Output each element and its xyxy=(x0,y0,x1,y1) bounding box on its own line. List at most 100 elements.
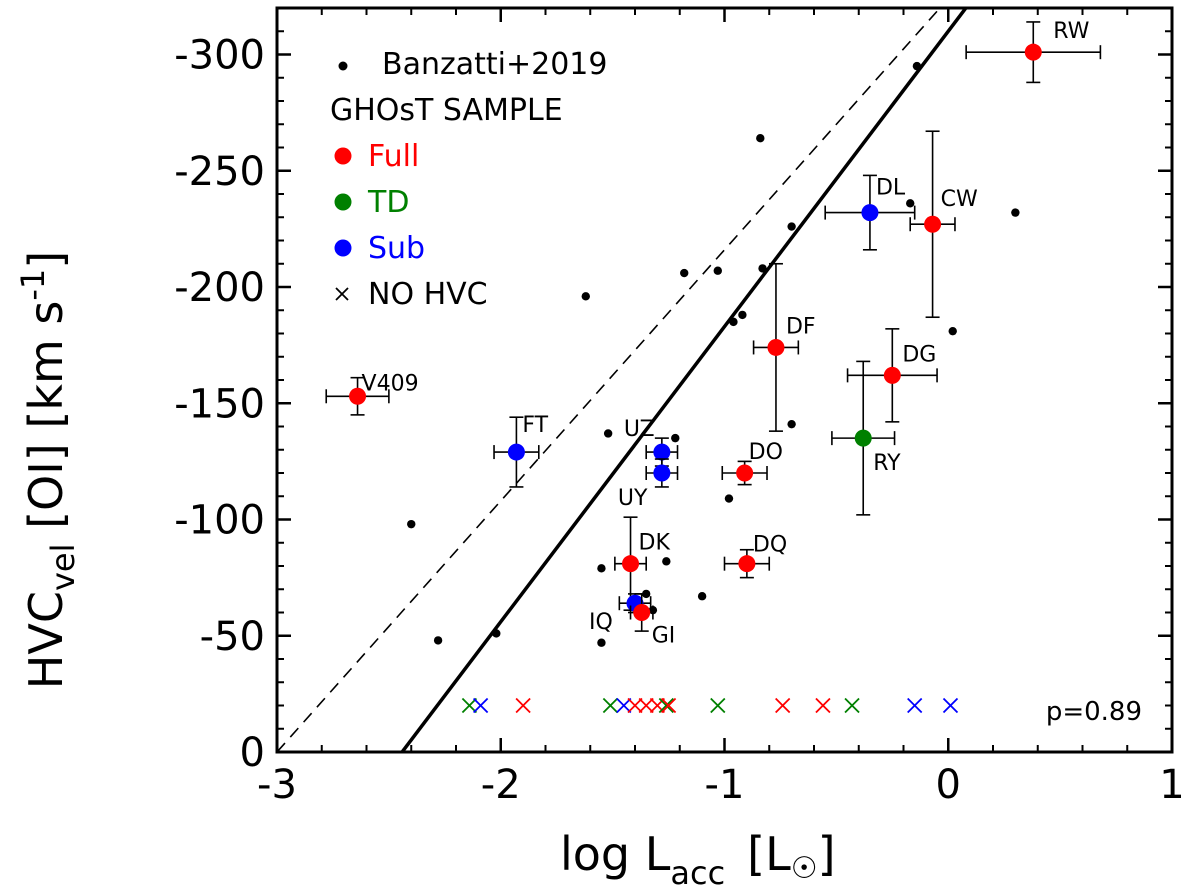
no-hvc-cross xyxy=(710,697,726,714)
point-label: RW xyxy=(1053,19,1089,44)
no-hvc-cross-stroke xyxy=(658,697,674,714)
no-hvc-cross-stroke xyxy=(844,697,860,714)
point-label: DK xyxy=(639,531,671,556)
fit-line-solid xyxy=(399,8,969,752)
fit-lines xyxy=(277,8,969,752)
point-label: DG xyxy=(902,342,936,367)
banzatti-point xyxy=(662,557,671,566)
x-axis-title-close: ] xyxy=(818,827,836,881)
ghost-point-dq: DQ xyxy=(723,533,787,579)
no-hvc-cross xyxy=(907,697,923,714)
legend-label: TD xyxy=(367,185,409,220)
ghost-point-ry: RY xyxy=(831,360,901,516)
point-label: RY xyxy=(873,451,901,476)
banzatti-point xyxy=(1011,208,1020,217)
ghost-point-ft: FT xyxy=(493,413,549,488)
ghost-marker xyxy=(622,555,640,573)
no-hvc-cross-stroke xyxy=(907,697,923,714)
y-tick-label: -250 xyxy=(174,149,265,195)
banzatti-point xyxy=(433,636,443,645)
no-hvc-cross-stroke xyxy=(602,697,619,714)
banzatti-point xyxy=(787,222,796,231)
p-value-annotation: p=0.89 xyxy=(1046,697,1142,727)
banzatti-point xyxy=(407,519,416,529)
no-hvc-cross xyxy=(660,697,677,714)
ghost-point-df: DF xyxy=(752,262,816,432)
banzatti-point xyxy=(758,264,767,273)
point-label: IQ xyxy=(589,610,613,635)
x-axis-title-unit: [L xyxy=(747,827,791,881)
banzatti-point xyxy=(597,638,606,647)
point-label: V409 xyxy=(362,371,419,396)
point-label: UZ xyxy=(624,417,655,442)
y-axis-title-rest: [OI] [km s xyxy=(19,301,73,544)
ghost-point-dk: DK xyxy=(614,516,671,611)
legend-label: Banzatti+2019 xyxy=(382,47,607,82)
no-hvc-cross xyxy=(472,697,489,714)
x-tick-label: -2 xyxy=(481,762,521,808)
ghost-marker xyxy=(349,387,367,405)
y-axis-title-sup: -1 xyxy=(14,269,52,301)
point-label: DO xyxy=(749,440,783,465)
banzatti-point xyxy=(603,429,613,438)
y-tick-label: -50 xyxy=(200,614,265,660)
no-hvc-cross-stroke xyxy=(942,697,959,714)
banzatti-point xyxy=(697,592,707,601)
banzatti-point xyxy=(729,317,738,327)
x-tick-label: 1 xyxy=(1159,762,1184,808)
y-axis-title: HVCvel [OI] [km s-1] xyxy=(14,251,82,689)
no-hvc-cross xyxy=(658,697,674,714)
ghost-point-dg: DG xyxy=(846,328,938,423)
x-axis-title: log Lacc [L☉] xyxy=(560,827,836,892)
legend-cross-marker xyxy=(335,287,349,301)
no-hvc-cross-stroke xyxy=(616,697,632,714)
ghost-marker xyxy=(736,464,754,482)
ghost-marker xyxy=(653,443,671,461)
point-label: DL xyxy=(876,176,906,201)
ghost-marker xyxy=(861,204,879,222)
ghost-marker xyxy=(1024,43,1042,61)
no-hvc-cross-stroke xyxy=(638,697,654,714)
ghost-marker xyxy=(924,215,942,233)
legend-dot-marker xyxy=(338,61,348,71)
ghost-point-uy: UY xyxy=(618,458,679,511)
point-label: CW xyxy=(941,187,978,212)
x-tick-label: -3 xyxy=(257,762,297,808)
ghost-marker xyxy=(883,366,901,384)
no-hvc-cross-stroke xyxy=(627,697,643,714)
no-hvc-cross-stroke xyxy=(815,697,831,714)
no-hvc-cross xyxy=(638,697,654,714)
legend-label: GHOsT SAMPLE xyxy=(330,93,563,128)
no-hvc-cross xyxy=(942,697,959,714)
ghost-marker xyxy=(633,604,651,621)
ghost-marker xyxy=(653,464,671,482)
point-label: GI xyxy=(652,624,676,649)
legend-label: Full xyxy=(368,139,419,174)
ghost-point-uz: UZ xyxy=(624,417,679,467)
banzatti-point xyxy=(906,199,915,208)
y-axis-title-close: ] xyxy=(19,251,73,269)
legend-label: Sub xyxy=(368,231,425,266)
banzatti-point xyxy=(738,310,747,320)
no-hvc-cross xyxy=(602,697,619,714)
legend: Banzatti+2019 GHOsT SAMPLE Full TD Sub NO HVC xyxy=(330,47,607,312)
point-label: DF xyxy=(786,314,816,339)
fit-line-dashed xyxy=(277,8,942,752)
y-tick-label: -150 xyxy=(174,381,265,427)
x-tick-label: -1 xyxy=(705,762,745,808)
ghost-point-rw: RW xyxy=(965,19,1102,84)
no-hvc-cross xyxy=(461,697,478,714)
ghost-marker xyxy=(507,443,525,461)
x-axis-title-sub: acc xyxy=(670,854,725,892)
y-axis-title-sub: vel xyxy=(44,544,82,592)
no-hvc-cross-stroke xyxy=(775,697,791,714)
ghost-point-gi: GI xyxy=(629,593,676,649)
ghost-point-cw: CW xyxy=(909,130,978,319)
banzatti-point xyxy=(756,134,765,143)
x-axis-title-main: log L xyxy=(560,827,671,881)
ghost-marker xyxy=(738,555,756,573)
no-hvc-cross-stroke xyxy=(660,697,677,714)
no-hvc-cross-stroke xyxy=(515,697,531,714)
point-label: UY xyxy=(618,486,648,511)
